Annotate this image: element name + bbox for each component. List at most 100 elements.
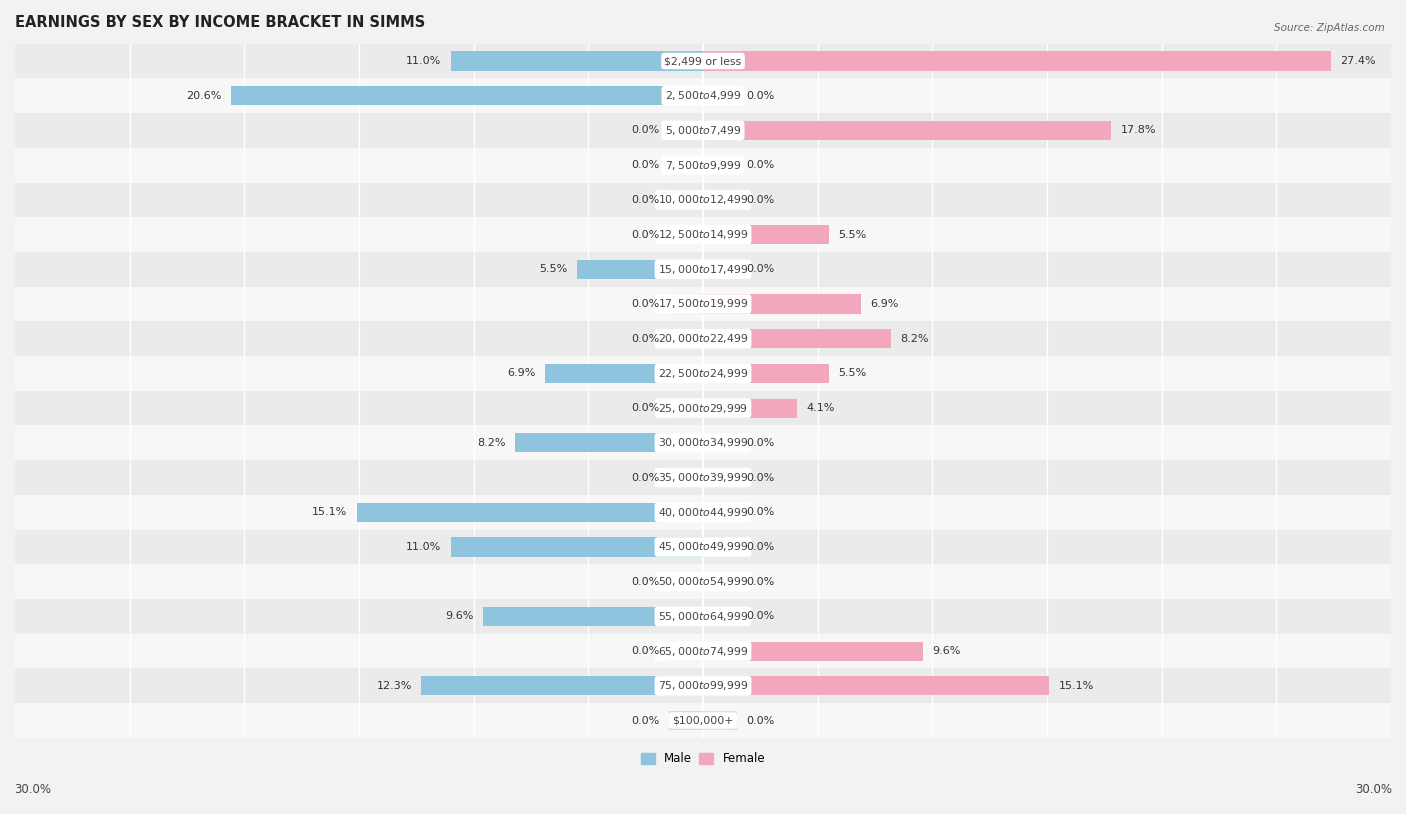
Text: 0.0%: 0.0% bbox=[747, 90, 775, 101]
Bar bbox=[15, 287, 1391, 322]
Bar bbox=[231, 86, 703, 105]
Text: $65,000 to $74,999: $65,000 to $74,999 bbox=[658, 645, 748, 658]
Bar bbox=[703, 503, 737, 522]
Bar bbox=[482, 607, 703, 626]
Text: 30.0%: 30.0% bbox=[14, 783, 51, 796]
Bar bbox=[451, 537, 703, 557]
Bar bbox=[703, 572, 737, 591]
Bar bbox=[15, 44, 1391, 78]
Text: 0.0%: 0.0% bbox=[747, 160, 775, 170]
Bar bbox=[669, 641, 703, 661]
Text: 20.6%: 20.6% bbox=[186, 90, 221, 101]
Bar bbox=[15, 78, 1391, 113]
Text: 11.0%: 11.0% bbox=[406, 542, 441, 552]
Bar bbox=[15, 217, 1391, 252]
Text: 0.0%: 0.0% bbox=[747, 438, 775, 448]
Bar bbox=[669, 121, 703, 140]
Bar bbox=[669, 295, 703, 313]
Text: $20,000 to $22,499: $20,000 to $22,499 bbox=[658, 332, 748, 345]
Bar bbox=[669, 155, 703, 175]
Bar bbox=[703, 260, 737, 279]
Text: 0.0%: 0.0% bbox=[747, 507, 775, 517]
Bar bbox=[15, 564, 1391, 599]
Bar bbox=[576, 260, 703, 279]
Bar bbox=[15, 322, 1391, 356]
Bar bbox=[669, 329, 703, 348]
Bar bbox=[703, 190, 737, 209]
Text: $10,000 to $12,499: $10,000 to $12,499 bbox=[658, 194, 748, 207]
Bar bbox=[544, 364, 703, 383]
Text: $45,000 to $49,999: $45,000 to $49,999 bbox=[658, 540, 748, 554]
Bar bbox=[15, 182, 1391, 217]
Text: EARNINGS BY SEX BY INCOME BRACKET IN SIMMS: EARNINGS BY SEX BY INCOME BRACKET IN SIM… bbox=[15, 15, 425, 30]
Bar bbox=[703, 537, 737, 557]
Text: $55,000 to $64,999: $55,000 to $64,999 bbox=[658, 610, 748, 623]
Bar bbox=[15, 599, 1391, 634]
Text: $5,000 to $7,499: $5,000 to $7,499 bbox=[665, 124, 741, 137]
Text: 0.0%: 0.0% bbox=[631, 230, 659, 239]
Text: 9.6%: 9.6% bbox=[446, 611, 474, 621]
Text: 0.0%: 0.0% bbox=[631, 299, 659, 309]
Bar bbox=[703, 364, 830, 383]
Text: 5.5%: 5.5% bbox=[540, 265, 568, 274]
Bar bbox=[15, 460, 1391, 495]
Text: 6.9%: 6.9% bbox=[508, 369, 536, 379]
Text: $12,500 to $14,999: $12,500 to $14,999 bbox=[658, 228, 748, 241]
Bar bbox=[669, 399, 703, 418]
Bar bbox=[15, 495, 1391, 530]
Text: 27.4%: 27.4% bbox=[1340, 56, 1376, 66]
Bar bbox=[15, 530, 1391, 564]
Bar bbox=[703, 468, 737, 487]
Text: 0.0%: 0.0% bbox=[747, 576, 775, 587]
Text: 0.0%: 0.0% bbox=[631, 160, 659, 170]
Text: 5.5%: 5.5% bbox=[838, 230, 866, 239]
Bar bbox=[703, 433, 737, 453]
Bar bbox=[703, 607, 737, 626]
Text: 0.0%: 0.0% bbox=[631, 646, 659, 656]
Text: $75,000 to $99,999: $75,000 to $99,999 bbox=[658, 680, 748, 692]
Text: 4.1%: 4.1% bbox=[806, 403, 835, 414]
Bar bbox=[15, 703, 1391, 737]
Text: $25,000 to $29,999: $25,000 to $29,999 bbox=[658, 401, 748, 414]
Bar bbox=[703, 51, 1331, 71]
Bar bbox=[357, 503, 703, 522]
Legend: Male, Female: Male, Female bbox=[636, 748, 770, 770]
Bar bbox=[515, 433, 703, 453]
Bar bbox=[669, 190, 703, 209]
Bar bbox=[15, 634, 1391, 668]
Text: $50,000 to $54,999: $50,000 to $54,999 bbox=[658, 575, 748, 589]
Text: $30,000 to $34,999: $30,000 to $34,999 bbox=[658, 436, 748, 449]
Text: 0.0%: 0.0% bbox=[631, 334, 659, 344]
Bar bbox=[15, 391, 1391, 426]
Text: 0.0%: 0.0% bbox=[631, 403, 659, 414]
Bar bbox=[15, 668, 1391, 703]
Text: 0.0%: 0.0% bbox=[747, 611, 775, 621]
Bar bbox=[703, 641, 924, 661]
Bar bbox=[703, 329, 891, 348]
Text: $22,500 to $24,999: $22,500 to $24,999 bbox=[658, 367, 748, 380]
Bar bbox=[703, 225, 830, 244]
Text: 0.0%: 0.0% bbox=[747, 542, 775, 552]
Text: 8.2%: 8.2% bbox=[477, 438, 506, 448]
Text: $15,000 to $17,499: $15,000 to $17,499 bbox=[658, 263, 748, 276]
Bar bbox=[703, 86, 737, 105]
Bar bbox=[15, 426, 1391, 460]
Text: 5.5%: 5.5% bbox=[838, 369, 866, 379]
Text: 0.0%: 0.0% bbox=[631, 195, 659, 205]
Text: 15.1%: 15.1% bbox=[1059, 681, 1094, 691]
Text: $100,000+: $100,000+ bbox=[672, 716, 734, 725]
Bar bbox=[669, 572, 703, 591]
Text: $2,500 to $4,999: $2,500 to $4,999 bbox=[665, 90, 741, 103]
Bar bbox=[669, 468, 703, 487]
Text: $35,000 to $39,999: $35,000 to $39,999 bbox=[658, 471, 748, 484]
Text: $17,500 to $19,999: $17,500 to $19,999 bbox=[658, 297, 748, 310]
Bar bbox=[703, 121, 1111, 140]
Bar bbox=[15, 113, 1391, 148]
Bar bbox=[451, 51, 703, 71]
Bar bbox=[703, 711, 737, 730]
Text: 0.0%: 0.0% bbox=[747, 265, 775, 274]
Text: 12.3%: 12.3% bbox=[377, 681, 412, 691]
Text: 0.0%: 0.0% bbox=[631, 716, 659, 725]
Text: 6.9%: 6.9% bbox=[870, 299, 898, 309]
Bar bbox=[703, 295, 862, 313]
